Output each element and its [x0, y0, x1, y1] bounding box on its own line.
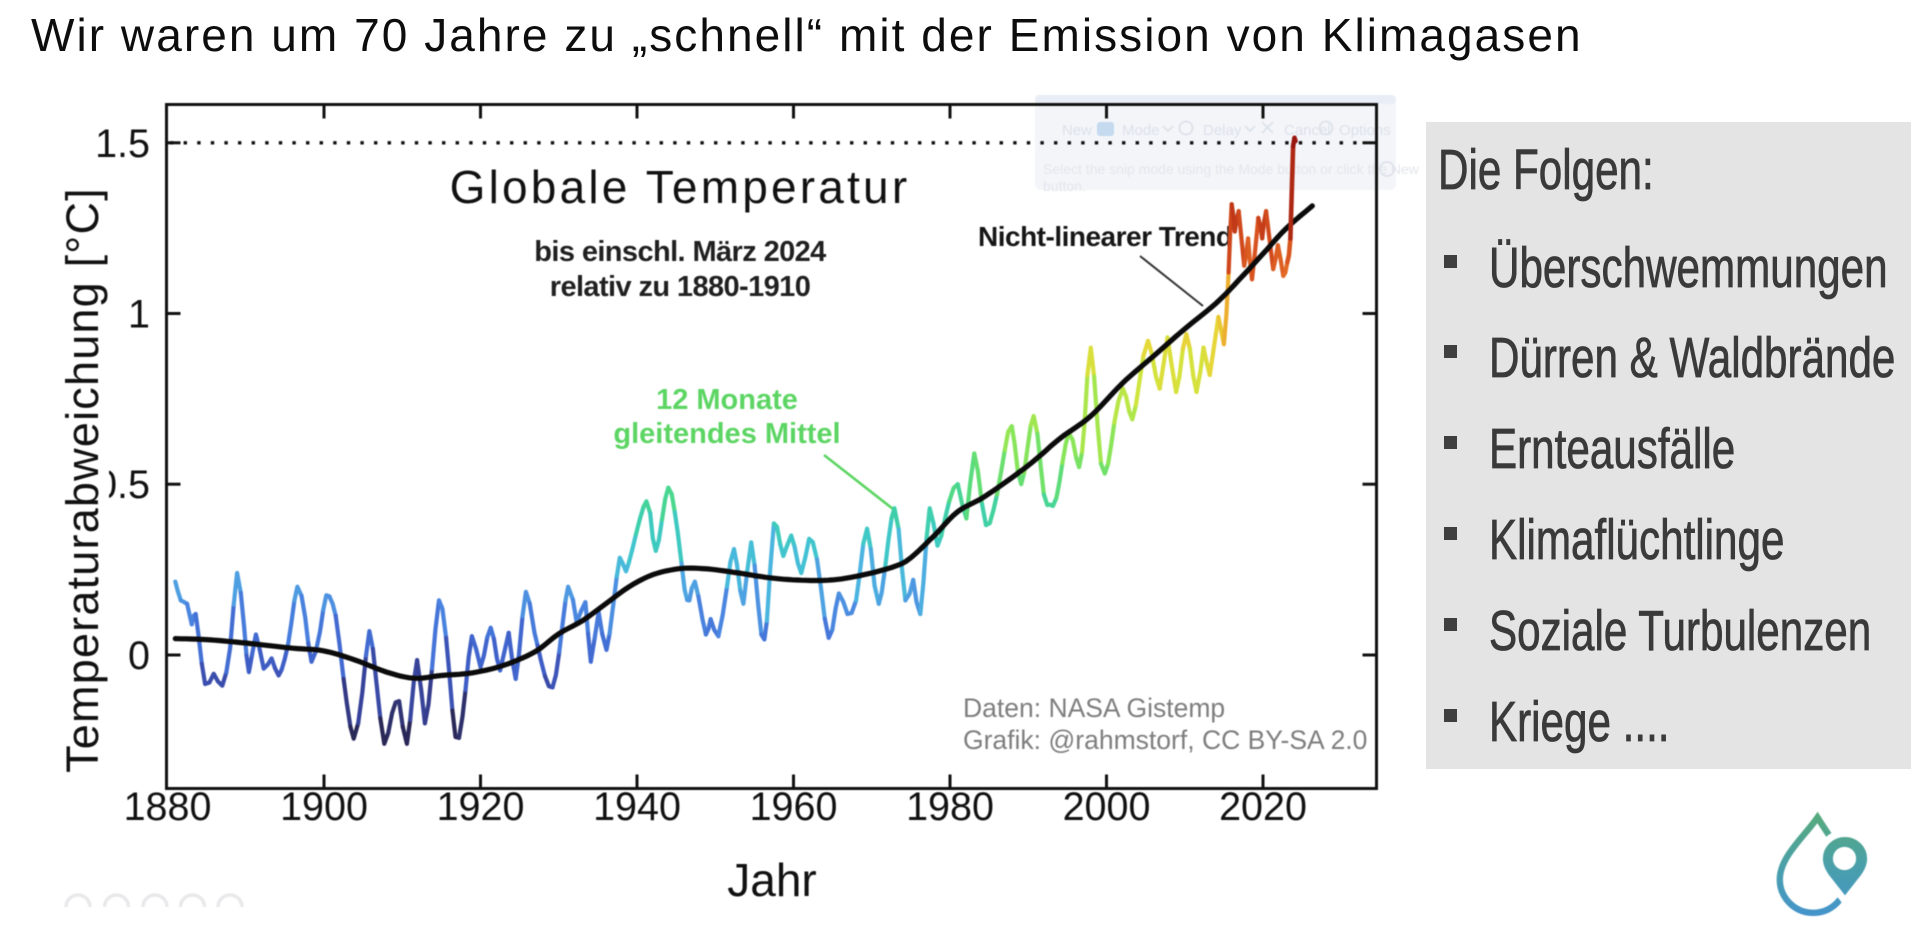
svg-text:1900: 1900	[280, 785, 368, 829]
svg-text:Daten: NASA Gistemp: Daten: NASA Gistemp	[963, 693, 1225, 723]
svg-text:gleitendes Mittel: gleitendes Mittel	[613, 418, 840, 450]
svg-text:12 Monate: 12 Monate	[656, 384, 798, 416]
svg-text:Cancel: Cancel	[1284, 122, 1331, 139]
svg-text:2000: 2000	[1063, 785, 1151, 829]
svg-text:1880: 1880	[124, 785, 212, 829]
svg-text:0.5: 0.5	[95, 463, 150, 507]
svg-text:button.: button.	[1043, 178, 1086, 194]
svg-text:0: 0	[128, 634, 150, 678]
svg-text:Nicht-linearer Trend: Nicht-linearer Trend	[978, 221, 1233, 252]
svg-text:1: 1	[128, 293, 150, 337]
svg-text:Globale Temperatur: Globale Temperatur	[450, 161, 911, 213]
svg-text:2020: 2020	[1219, 785, 1307, 829]
svg-text:relativ zu 1880-1910: relativ zu 1880-1910	[550, 271, 810, 303]
svg-text:Temperaturabweichung [°C]: Temperaturabweichung [°C]	[57, 187, 108, 773]
svg-text:1940: 1940	[593, 785, 681, 829]
svg-text:Select the snip mode using the: Select the snip mode using the Mode butt…	[1043, 161, 1420, 177]
svg-text:1980: 1980	[906, 785, 994, 829]
svg-text:Jahr: Jahr	[727, 854, 816, 906]
svg-text:1.5: 1.5	[95, 122, 150, 166]
svg-text:Grafik: @rahmstorf, CC BY-SA 2: Grafik: @rahmstorf, CC BY-SA 2.0	[963, 725, 1367, 755]
svg-text:Mode: Mode	[1122, 122, 1160, 139]
svg-text:Delay: Delay	[1203, 122, 1242, 139]
svg-text:1960: 1960	[750, 785, 838, 829]
svg-text:Options: Options	[1339, 122, 1391, 139]
svg-text:bis einschl. März 2024: bis einschl. März 2024	[534, 236, 826, 268]
svg-text:1920: 1920	[437, 785, 525, 829]
svg-text:New: New	[1062, 122, 1092, 139]
